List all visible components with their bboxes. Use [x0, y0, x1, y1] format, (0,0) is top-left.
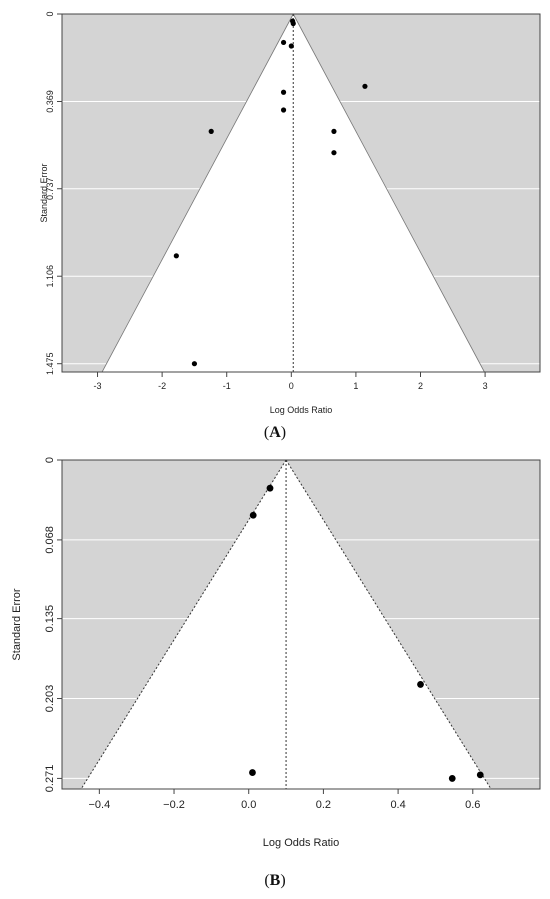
y-tick-label: 0.068	[44, 526, 56, 554]
funnel-right-edge	[292, 13, 485, 373]
panel-b-caption: (B)	[264, 872, 286, 889]
y-axis-title: Standard Error	[39, 163, 49, 222]
panel-b-label: B	[269, 872, 281, 889]
x-tick-label: −0.2	[163, 799, 185, 811]
funnel-right-edge	[285, 459, 492, 790]
study-point	[288, 43, 294, 49]
x-tick-label: 0.0	[241, 799, 256, 811]
y-tick-label: 0.369	[45, 90, 55, 113]
y-tick-label: 0.271	[44, 765, 56, 793]
plot-frame	[61, 13, 541, 373]
x-axis-title: Log Odds Ratio	[263, 837, 339, 849]
y-tick-label: 0	[45, 11, 55, 16]
funnel-plot-b: −0.4 −0.2 0.0 0.2 0.4 0.6 0 0.068 0.135 0.203 0.27…	[0, 452, 550, 899]
x-tick-label: 0	[289, 381, 294, 391]
funnel-plot-b-svg: −0.4 −0.2 0.0 0.2 0.4 0.6 0 0.068 0.135 0.203 0.27…	[11, 457, 541, 849]
x-tick-label: 0.2	[316, 799, 331, 811]
x-tick-label: 0.4	[390, 799, 405, 811]
y-tick-label: 0.203	[44, 685, 56, 713]
x-tick-label: -2	[158, 381, 166, 391]
study-point	[208, 128, 214, 134]
study-point	[280, 107, 287, 113]
x-tick-label: 3	[483, 381, 488, 391]
x-tick-label: 2	[418, 381, 423, 391]
study-point	[417, 681, 424, 688]
study-point	[266, 484, 274, 492]
y-tick-label: 1.106	[45, 265, 55, 288]
study-point	[249, 769, 256, 776]
study-point	[448, 775, 456, 782]
funnel-region	[102, 14, 485, 372]
x-tick-label: 0.6	[465, 799, 480, 811]
y-tick-label: 0	[44, 457, 56, 463]
y-tick-label: 0.135	[44, 605, 56, 633]
study-point	[191, 361, 198, 367]
study-point	[290, 20, 296, 27]
funnel-plot-a: -3 -2 -1 0 1 2 3 0 0.369 0.737 1.106 1.475 Log Odds …	[39, 11, 541, 441]
plot-frame	[61, 459, 541, 790]
funnel-plot-a-svg: -3 -2 -1 0 1 2 3 0 0.369 0.737 1.106 1.475 Log Odds …	[39, 11, 541, 415]
study-point	[280, 39, 287, 46]
y-tick-label: 1.475	[45, 352, 55, 375]
y-axis-title: Standard Error	[11, 588, 23, 660]
study-point	[280, 89, 287, 95]
study-point	[331, 150, 337, 156]
funnel-left-edge	[101, 13, 294, 373]
panel-a-caption: (A)	[263, 424, 287, 441]
y-tick-label: 0.737	[45, 177, 55, 200]
study-point	[173, 253, 179, 259]
x-tick-label: −0.4	[88, 799, 110, 811]
study-point	[476, 771, 484, 779]
x-axis-title: Log Odds Ratio	[270, 405, 333, 415]
panel-a-label: A	[269, 424, 281, 441]
x-tick-label: -1	[223, 381, 231, 391]
x-tick-label: 1	[353, 381, 358, 391]
x-tick-label: -3	[94, 381, 102, 391]
study-point	[249, 511, 257, 519]
study-point	[362, 83, 368, 89]
study-point	[331, 128, 337, 134]
